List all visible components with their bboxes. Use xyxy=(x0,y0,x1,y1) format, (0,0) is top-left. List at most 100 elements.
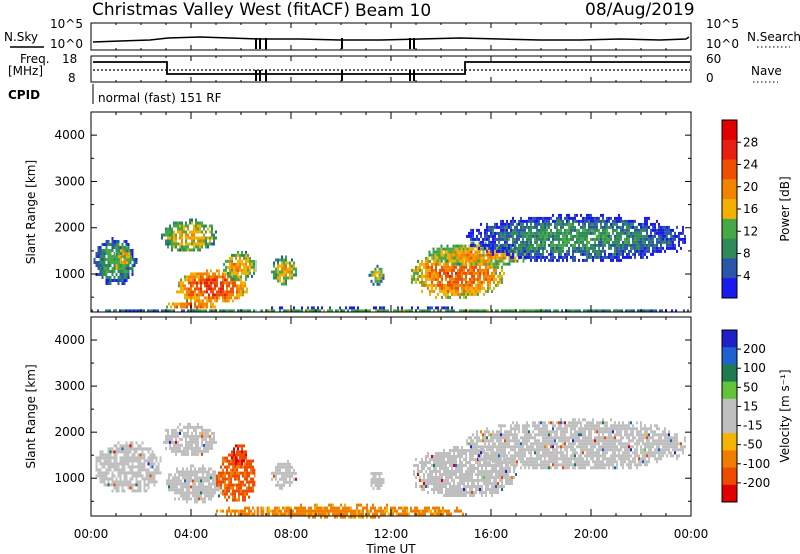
power-echo-cell xyxy=(606,231,608,235)
velocity-echo-cell xyxy=(451,449,453,452)
power-echo-cell xyxy=(125,243,128,246)
power-echo-cell xyxy=(616,258,618,262)
velocity-echo-cell xyxy=(99,471,102,475)
power-echo-cell xyxy=(526,240,528,244)
velocity-echo-cell xyxy=(473,458,475,461)
power-echo-cell xyxy=(582,222,584,226)
velocity-echo-cell xyxy=(455,467,457,470)
velocity-echo-cell xyxy=(449,473,451,476)
velocity-echo-cell xyxy=(231,450,233,454)
power-echo-cell xyxy=(512,243,514,247)
velocity-echo-cell xyxy=(119,480,122,484)
velocity-echo-cell xyxy=(123,450,126,454)
power-echo-cell xyxy=(378,282,381,286)
velocity-echo-cell xyxy=(485,470,487,473)
power-echo-cell xyxy=(329,309,331,313)
velocity-echo-cell xyxy=(145,489,148,493)
power-echo-cell xyxy=(456,259,459,263)
power-echo-cell xyxy=(293,267,295,271)
velocity-echo-cell xyxy=(171,440,173,444)
velocity-echo-cell xyxy=(443,485,445,488)
power-echo-cell xyxy=(188,290,190,294)
velocity-echo-cell xyxy=(147,471,150,475)
power-echo-cell xyxy=(223,262,225,266)
power-echo-cell xyxy=(494,250,497,254)
power-echo-cell xyxy=(622,228,624,232)
velocity-echo-cell xyxy=(467,491,469,494)
velocity-echo-cell xyxy=(199,434,201,438)
power-echo-cell xyxy=(592,216,594,220)
velocity-echo-cell xyxy=(153,453,156,457)
power-echo-cell xyxy=(238,290,240,294)
power-echo-cell xyxy=(151,309,153,313)
power-echo-cell xyxy=(289,309,291,313)
velocity-echo-cell xyxy=(137,483,140,487)
velocity-echo-cell xyxy=(475,467,477,470)
velocity-echo-cell xyxy=(243,450,245,454)
velocity-echo-cell xyxy=(465,455,467,458)
velocity-echo-cell xyxy=(413,464,415,467)
velocity-echo-cell xyxy=(197,446,199,450)
freq-gaps xyxy=(255,70,415,81)
power-echo-cell xyxy=(455,265,457,269)
power-echo-cell xyxy=(182,302,184,306)
velocity-echo-cell xyxy=(245,456,247,460)
power-echo-cell xyxy=(552,249,554,253)
power-echo-cell xyxy=(208,272,210,276)
velocity-echo-cell xyxy=(459,488,461,491)
velocity-echo-cell xyxy=(186,488,188,492)
velocity-echo-cell xyxy=(478,436,480,440)
power-echo-cell xyxy=(196,272,198,276)
power-echo-cell xyxy=(502,231,504,235)
power-echo-cell xyxy=(446,247,449,251)
power-echo-cell xyxy=(596,228,598,232)
power-echo-cell xyxy=(109,255,112,258)
power-echo-cell xyxy=(224,272,226,276)
velocity-echo-cell xyxy=(477,470,479,473)
power-echo-cell xyxy=(554,219,556,223)
power-echo-cell xyxy=(421,280,423,284)
velocity-echo-cell xyxy=(220,486,222,490)
velocity-echo-cell xyxy=(503,476,505,479)
velocity-echo-cell xyxy=(252,477,254,481)
velocity-echo-cell xyxy=(509,470,511,473)
power-echo-cell xyxy=(277,258,279,262)
velocity-echo-cell xyxy=(117,468,120,472)
power-echo-cell xyxy=(285,264,287,268)
power-echo-cell xyxy=(227,274,229,278)
power-echo-cell xyxy=(486,231,488,235)
power-echo-cell xyxy=(271,270,273,274)
power-echo-cell xyxy=(105,264,108,267)
power-echo-cell xyxy=(616,231,618,235)
power-echo-cell xyxy=(622,249,624,253)
power-echo-cell xyxy=(421,274,423,278)
power-echo-cell xyxy=(588,249,590,253)
power-echo-cell xyxy=(462,247,465,251)
power-echo-cell xyxy=(483,280,485,284)
power-echo-cell xyxy=(499,280,501,284)
power-echo-cell xyxy=(124,249,126,253)
velocity-echo-cell xyxy=(378,484,381,487)
velocity-echo-cell xyxy=(208,473,210,477)
power-echo-cell xyxy=(208,293,210,297)
power-echo-cell xyxy=(488,243,490,247)
power-echo-cell xyxy=(653,309,655,313)
power-echo-cell xyxy=(500,246,502,250)
velocity-echo-cell xyxy=(222,459,224,463)
velocity-echo-cell xyxy=(494,433,496,437)
velocity-echo-cell xyxy=(457,452,459,455)
power-echo-cell xyxy=(212,275,214,279)
power-echo-cell xyxy=(580,231,582,235)
velocity-echo-cell xyxy=(283,480,285,484)
velocity-echo-cell xyxy=(185,440,187,444)
velocity-echo-cell xyxy=(449,461,451,464)
power-echo-cell xyxy=(650,240,652,244)
power-echo-cell xyxy=(536,243,538,247)
power-echo-cell xyxy=(484,231,486,235)
nsky-gaps xyxy=(255,38,415,49)
velocity-echo-cell xyxy=(234,498,236,502)
velocity-echo-cell xyxy=(131,453,134,457)
power-echo-cell xyxy=(518,255,520,259)
power-echo-cell xyxy=(592,258,594,262)
power-echo-cell xyxy=(540,252,542,256)
